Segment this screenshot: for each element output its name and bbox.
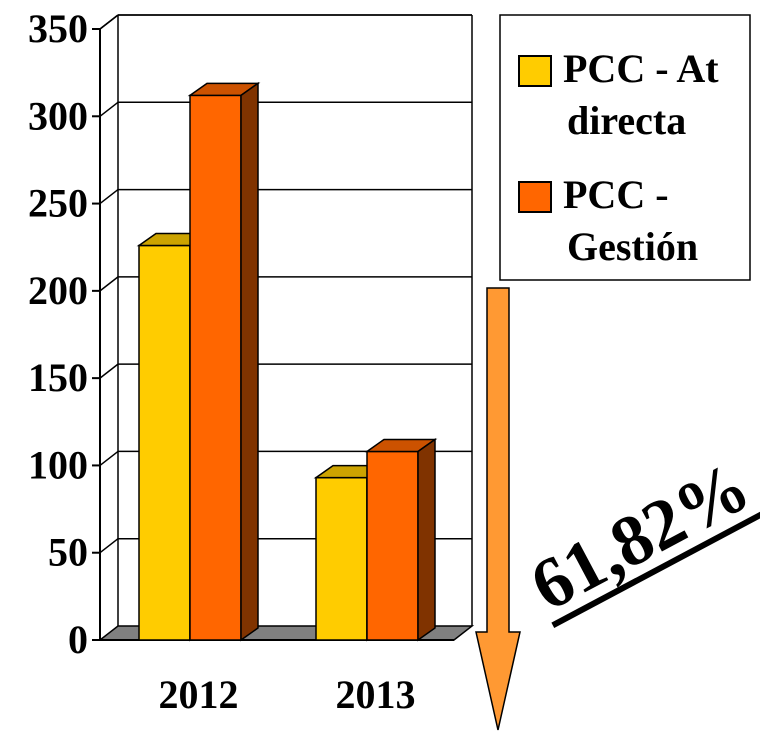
x-category-label: 2013 bbox=[336, 672, 416, 717]
bar-2012-series-2 bbox=[189, 94, 242, 641]
legend-label-series-1: PCC - At directa bbox=[563, 46, 719, 143]
down-arrow bbox=[475, 287, 521, 731]
axes: 0 50 100 150 200 250 300 350 2012 2013 bbox=[28, 6, 454, 717]
y-tick-label: 300 bbox=[28, 93, 88, 138]
y-tick-label: 100 bbox=[28, 442, 88, 487]
annotation: 61,82% bbox=[518, 446, 760, 628]
gridline-diagonal bbox=[99, 188, 119, 205]
y-tick-label: 150 bbox=[28, 355, 88, 400]
y-tick-label: 350 bbox=[28, 6, 88, 51]
decrease-arrow bbox=[475, 287, 521, 731]
percentage-underline bbox=[551, 503, 760, 628]
bar-side-face bbox=[240, 81, 259, 642]
y-tick-label: 250 bbox=[28, 181, 88, 226]
bars bbox=[136, 81, 438, 642]
legend-swatch-series-1 bbox=[518, 55, 552, 87]
x-category-label: 2012 bbox=[159, 672, 239, 717]
legend-label-series-2: PCC -Gestión bbox=[563, 172, 698, 269]
bar-2013-series-1 bbox=[315, 476, 368, 641]
gridline-diagonal bbox=[99, 538, 119, 554]
gridline-diagonal bbox=[99, 276, 119, 292]
gridline-diagonal bbox=[99, 450, 119, 467]
gridline-diagonal bbox=[99, 101, 119, 117]
bar-2012-series-1 bbox=[138, 244, 191, 641]
y-axis-top-edge bbox=[99, 14, 119, 30]
y-tick-label: 200 bbox=[28, 268, 88, 313]
annotation-group: 61,82% bbox=[518, 446, 760, 628]
legend: PCC - At directa PCC -Gestión bbox=[499, 14, 751, 281]
y-tick-label: 50 bbox=[48, 530, 88, 575]
bar-2013-series-2 bbox=[366, 450, 419, 641]
legend-swatch-series-2 bbox=[518, 181, 552, 213]
bar-side-face bbox=[417, 438, 436, 642]
y-tick-label: 0 bbox=[68, 617, 88, 662]
gridline-diagonal bbox=[99, 363, 119, 379]
